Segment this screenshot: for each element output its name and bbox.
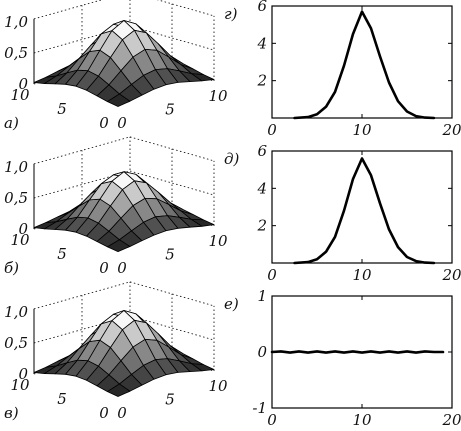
z-tick-label: 0,5: [4, 44, 28, 62]
z-tick-label: 0,5: [4, 334, 28, 352]
bbox-edge: [33, 281, 131, 310]
grid-line: [129, 315, 215, 341]
plot-frame: [271, 150, 453, 264]
y-tick-label: 0: [99, 404, 109, 422]
z-tick-label: 1,0: [4, 158, 28, 176]
y-tick-label: 5: [57, 390, 67, 408]
panel-label: г): [224, 5, 238, 23]
x-tick-label: 5: [165, 391, 175, 409]
x-tick-label: 0: [267, 411, 277, 429]
bbox-edge: [33, 0, 103, 20]
z-tick-label: 1,0: [4, 303, 28, 321]
x-tick-label: 10: [208, 232, 228, 250]
y-tick-label: 0: [99, 259, 109, 277]
grid-line: [33, 25, 131, 54]
bbox-edge: [129, 136, 215, 162]
surface-face: [191, 363, 215, 372]
y-tick-label: 2: [256, 217, 267, 235]
data-curve: [270, 350, 445, 354]
x-tick-label: 5: [165, 101, 175, 119]
panel-label: в): [4, 404, 19, 422]
plot-frame: [271, 5, 453, 119]
x-tick-label: 20: [441, 266, 461, 284]
x-tick-label: 5: [165, 246, 175, 264]
y-tick-label: 5: [57, 100, 67, 118]
bbox-edge: [129, 281, 215, 307]
line-plot-1: 0 10 20 2 4 6 г): [224, 0, 461, 139]
bbox-edge: [33, 136, 131, 165]
x-tick-label: 20: [441, 121, 461, 139]
surface-face: [191, 218, 215, 227]
x-tick-label: 10: [208, 377, 228, 395]
panel-label: е): [224, 295, 239, 313]
y-tick-label: 4: [256, 34, 267, 52]
panel-label: д): [224, 150, 240, 168]
y-tick-label: 6: [257, 142, 267, 160]
y-tick-label: 4: [256, 179, 267, 197]
x-tick-label: 0: [117, 259, 127, 277]
z-tick-label: 0: [18, 365, 28, 383]
x-tick-label: 10: [352, 411, 372, 429]
y-tick-label: 6: [257, 0, 267, 15]
x-tick-label: 0: [267, 121, 277, 139]
y-tick-label: 0: [257, 343, 267, 361]
line-plot-3: 0 10 20 2 4 6 д): [224, 142, 461, 284]
grid-line: [33, 170, 131, 199]
grid-line: [129, 170, 215, 196]
y-tick-label: 2: [256, 72, 267, 90]
surface-face: [191, 73, 215, 82]
x-tick-label: 10: [352, 121, 372, 139]
x-tick-label: 10: [352, 266, 372, 284]
y-tick-label: 10: [10, 86, 30, 104]
panel-label: а): [4, 114, 19, 132]
panel-label: б): [4, 259, 19, 277]
z-tick-label: 1,0: [4, 13, 28, 31]
x-tick-label: 0: [267, 266, 277, 284]
grid-line: [33, 315, 131, 344]
grid-line: [129, 25, 215, 51]
z-tick-label: 0: [18, 75, 28, 93]
data-curve: [293, 10, 436, 120]
y-tick-label: 1: [257, 287, 267, 305]
x-tick-label: 20: [441, 411, 461, 429]
y-tick-label: -1: [252, 399, 267, 417]
y-tick-label: 10: [10, 376, 30, 394]
x-tick-label: 0: [117, 404, 127, 422]
z-tick-label: 0,5: [4, 189, 28, 207]
x-tick-label: 10: [208, 87, 228, 105]
data-curve: [293, 157, 436, 265]
y-tick-label: 10: [10, 231, 30, 249]
x-tick-label: 0: [117, 114, 127, 132]
y-tick-label: 0: [99, 114, 109, 132]
bbox-edge: [156, 0, 215, 17]
z-tick-label: 0: [18, 220, 28, 238]
y-tick-label: 5: [57, 245, 67, 263]
